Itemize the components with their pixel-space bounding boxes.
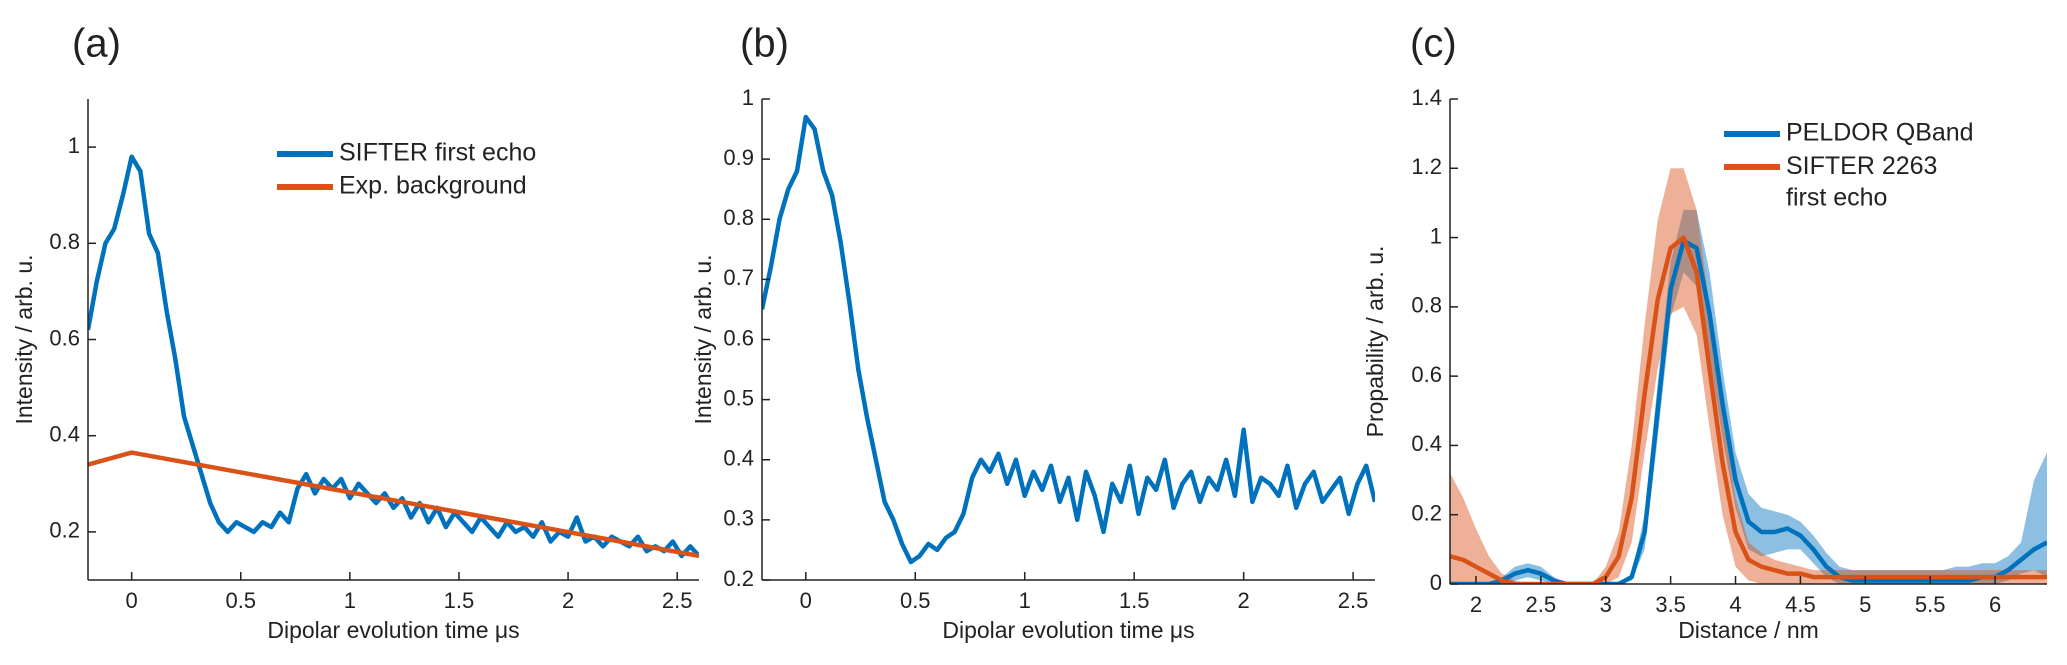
x-tick-label: 1 xyxy=(344,588,356,613)
y-tick-label: 0.9 xyxy=(723,145,754,170)
y-axis-label: Intensity / arb. u. xyxy=(690,254,716,424)
panel: 0.2 0.3 0.4 0.5 0.6 0.7 0.8 0.9 1 0 0.5 1 1.5 2 2.5 Dip… xyxy=(690,85,1375,643)
x-tick-label: 5 xyxy=(1859,592,1871,617)
x-axis-label: Distance / nm xyxy=(1678,617,1819,643)
x-axis-label: Dipolar evolution time μs xyxy=(267,617,519,643)
x-tick-label: 1.5 xyxy=(1119,588,1150,613)
y-tick-label: 0.4 xyxy=(723,446,754,471)
y-axis-label: Propability / arb. u. xyxy=(1362,246,1388,438)
y-tick-label: 0 xyxy=(1430,570,1442,595)
x-tick-label: 2.5 xyxy=(662,588,693,613)
y-tick-label: 0.8 xyxy=(723,205,754,230)
y-tick-label: 1 xyxy=(68,133,80,158)
line xyxy=(88,154,699,559)
x-tick-label: 4.5 xyxy=(1785,592,1816,617)
x-tick-label: 5.5 xyxy=(1915,592,1946,617)
y-tick-label: 0.7 xyxy=(723,265,754,290)
panel-label: (c) xyxy=(1410,22,1457,66)
panel-label: (a) xyxy=(72,22,121,66)
x-tick-label: 4 xyxy=(1729,592,1741,617)
legend-label: Exp. background xyxy=(339,172,527,200)
line xyxy=(88,450,699,559)
x-tick-label: 0 xyxy=(126,588,138,613)
line xyxy=(1450,238,2047,584)
legend-label: SIFTER 2263 first echo xyxy=(1786,152,1937,211)
y-tick-label: 0.2 xyxy=(49,518,80,543)
panel: 0.2 0.4 0.6 0.8 1 0 0.5 1 1.5 2 2.5 Dipolar evoluti… xyxy=(11,99,699,643)
x-tick-label: 2.5 xyxy=(1338,588,1369,613)
y-tick-label: 1 xyxy=(742,85,754,110)
panel-label: (b) xyxy=(740,22,789,66)
plot-area xyxy=(1450,168,2047,584)
y-tick-label: 0.2 xyxy=(723,566,754,591)
plot-area xyxy=(88,154,699,559)
y-tick-label: 0.4 xyxy=(1411,431,1442,456)
y-tick-label: 0.2 xyxy=(1411,501,1442,526)
y-tick-label: 0.8 xyxy=(49,229,80,254)
y-tick-label: 1 xyxy=(1430,223,1442,248)
line xyxy=(762,114,1375,565)
y-tick-label: 0.5 xyxy=(723,385,754,410)
x-tick-label: 0.5 xyxy=(225,588,256,613)
x-tick-label: 1 xyxy=(1019,588,1031,613)
y-tick-label: 0.6 xyxy=(723,325,754,350)
x-axis-label: Dipolar evolution time μs xyxy=(942,617,1194,643)
y-tick-label: 0.4 xyxy=(49,422,80,447)
y-tick-label: 1.2 xyxy=(1411,154,1442,179)
x-tick-label: 2.5 xyxy=(1526,592,1557,617)
x-tick-label: 2 xyxy=(562,588,574,613)
x-tick-label: 0.5 xyxy=(900,588,931,613)
legend-label: SIFTER first echo xyxy=(339,139,536,167)
y-tick-label: 1.4 xyxy=(1411,85,1442,110)
y-tick-label: 0.3 xyxy=(723,506,754,531)
x-tick-label: 2 xyxy=(1238,588,1250,613)
y-axis-label: Intensity / arb. u. xyxy=(11,254,37,424)
line xyxy=(1450,235,2047,584)
y-tick-label: 0.8 xyxy=(1411,293,1442,318)
panel: 0 0.2 0.4 0.6 0.8 1 1.2 1.4 2 2.5 3 3.5 4 4.5 5 5.5 6 Dis… xyxy=(1362,85,2047,643)
y-tick-label: 0.6 xyxy=(49,325,80,350)
y-tick-label: 0.6 xyxy=(1411,362,1442,387)
x-tick-label: 3 xyxy=(1600,592,1612,617)
x-tick-label: 2 xyxy=(1470,592,1482,617)
x-tick-label: 0 xyxy=(800,588,812,613)
error-band xyxy=(1450,209,2047,584)
x-tick-label: 3.5 xyxy=(1655,592,1686,617)
x-tick-label: 6 xyxy=(1989,592,2001,617)
legend-label: PELDOR QBand xyxy=(1786,119,1974,147)
plot-area xyxy=(762,114,1375,565)
x-tick-label: 1.5 xyxy=(444,588,475,613)
